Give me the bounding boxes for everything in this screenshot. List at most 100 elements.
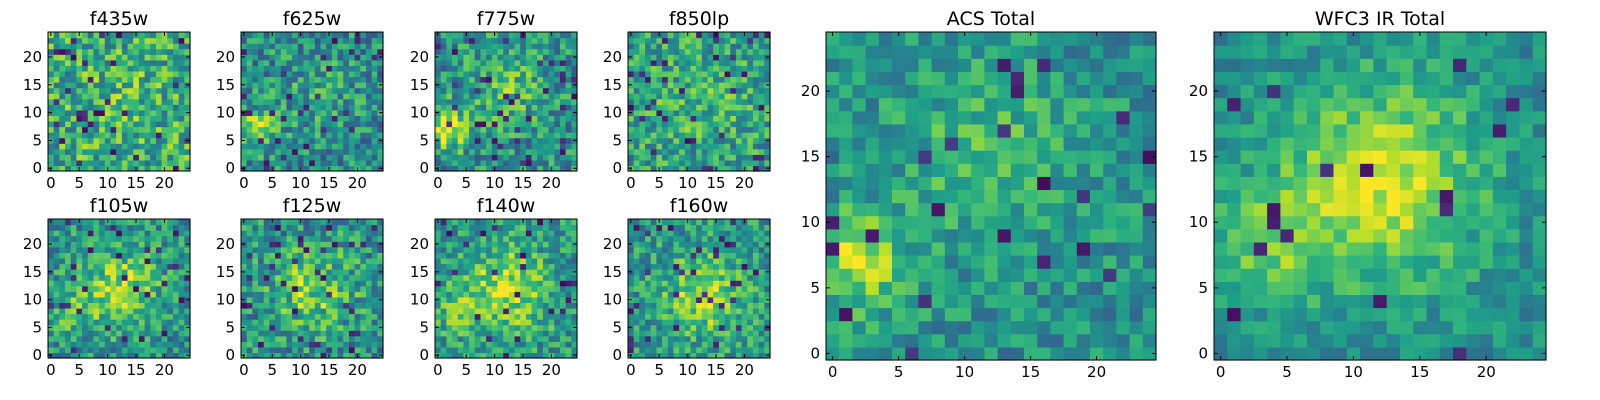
heatmap-cell <box>155 302 163 309</box>
heatmap-cell <box>503 87 510 94</box>
y-tick-label: 15 <box>216 263 235 281</box>
heatmap-cell <box>537 252 544 259</box>
heatmap-cell <box>150 330 157 337</box>
heatmap-cell <box>99 132 106 139</box>
heatmap-cell <box>286 330 293 337</box>
heatmap-cell <box>565 120 572 128</box>
heatmap-cell <box>741 330 748 337</box>
heatmap-cell <box>343 246 350 253</box>
heatmap-cell <box>297 126 305 133</box>
heatmap-cell <box>724 43 731 50</box>
heatmap-cell <box>474 76 482 83</box>
heatmap-cell <box>246 37 253 44</box>
heatmap-cell <box>377 302 384 309</box>
heatmap-cell <box>121 352 129 359</box>
heatmap-cell <box>65 302 72 309</box>
heatmap-cell <box>93 335 100 342</box>
heatmap-cell <box>269 82 276 89</box>
heatmap-cell <box>138 59 146 66</box>
heatmap-cell <box>286 87 293 94</box>
heatmap-cell <box>508 302 516 309</box>
heatmap-cell <box>360 263 367 270</box>
heatmap-cell <box>548 70 555 78</box>
heatmap-cell <box>331 82 339 89</box>
heatmap-cell <box>121 241 129 248</box>
heatmap-cell <box>348 87 356 94</box>
heatmap-cell <box>764 59 771 66</box>
heatmap-cell <box>639 93 646 100</box>
heatmap-cell <box>246 165 253 172</box>
heatmap-cell <box>628 76 635 83</box>
heatmap-cell <box>76 230 83 237</box>
heatmap-cell <box>263 241 270 248</box>
heatmap-cell <box>525 87 533 94</box>
heatmap-cell <box>104 126 112 133</box>
heatmap-cell <box>82 132 89 139</box>
heatmap-cell <box>269 296 276 303</box>
heatmap-cell <box>172 159 180 167</box>
heatmap-cell <box>252 70 259 78</box>
heatmap-cell <box>758 98 765 105</box>
heatmap-cell <box>480 269 487 276</box>
heatmap-cell <box>747 313 754 320</box>
heatmap-cell <box>360 285 367 292</box>
heatmap-cell <box>667 324 675 331</box>
heatmap-cell <box>76 224 83 231</box>
heatmap-cell <box>679 120 686 128</box>
heatmap-cell <box>275 313 282 320</box>
heatmap-cell <box>297 346 305 354</box>
heatmap-cell <box>144 76 151 83</box>
heatmap-cell <box>275 269 282 276</box>
y-tick-label: 20 <box>216 235 235 253</box>
heatmap-cell <box>525 59 533 66</box>
heatmap-cell <box>457 219 464 226</box>
heatmap-cell <box>297 235 305 242</box>
heatmap-cell <box>286 280 293 287</box>
heatmap-cell <box>628 143 635 150</box>
heatmap-cell <box>701 37 709 44</box>
heatmap-cell <box>474 230 482 237</box>
heatmap-cell <box>286 291 293 298</box>
heatmap-cell <box>514 65 521 72</box>
heatmap-cell <box>110 109 117 116</box>
heatmap-cell <box>571 37 578 44</box>
heatmap-cell <box>707 54 714 61</box>
heatmap-cell <box>747 280 754 287</box>
heatmap-cell <box>639 319 646 326</box>
heatmap-cell <box>503 219 510 226</box>
heatmap-cell <box>645 324 652 331</box>
heatmap-cell <box>548 104 555 111</box>
heatmap-cell <box>735 87 743 94</box>
heatmap-cell <box>121 319 129 326</box>
heatmap-cell <box>280 37 288 44</box>
heatmap-cell <box>343 252 350 259</box>
heatmap-cell <box>520 263 527 270</box>
heatmap-cell <box>286 48 293 55</box>
heatmap-cell <box>446 224 453 231</box>
heatmap-cell <box>303 313 310 320</box>
heatmap-cell <box>258 274 265 281</box>
heatmap-cell <box>59 126 66 133</box>
heatmap-cell <box>497 335 504 342</box>
heatmap-cell <box>53 48 60 55</box>
heatmap-cell <box>559 224 567 231</box>
heatmap-cell <box>542 341 550 348</box>
heatmap-cell <box>565 115 572 122</box>
heatmap-cell <box>365 32 373 39</box>
heatmap-cell <box>93 132 100 139</box>
heatmap-cell <box>735 346 743 354</box>
heatmap-cell <box>93 115 100 122</box>
heatmap-cell <box>286 241 293 248</box>
heatmap-cell <box>82 32 89 39</box>
heatmap-cell <box>452 59 459 66</box>
heatmap-cell <box>303 70 310 78</box>
heatmap-cell <box>104 82 112 89</box>
heatmap-cell <box>463 98 470 105</box>
heatmap-cell <box>747 159 754 167</box>
heatmap-cell <box>269 109 276 116</box>
heatmap-cell <box>503 98 510 105</box>
heatmap-cell <box>531 98 538 105</box>
heatmap-cell <box>365 82 373 89</box>
heatmap-cell <box>531 87 538 94</box>
heatmap-cell <box>331 104 339 111</box>
